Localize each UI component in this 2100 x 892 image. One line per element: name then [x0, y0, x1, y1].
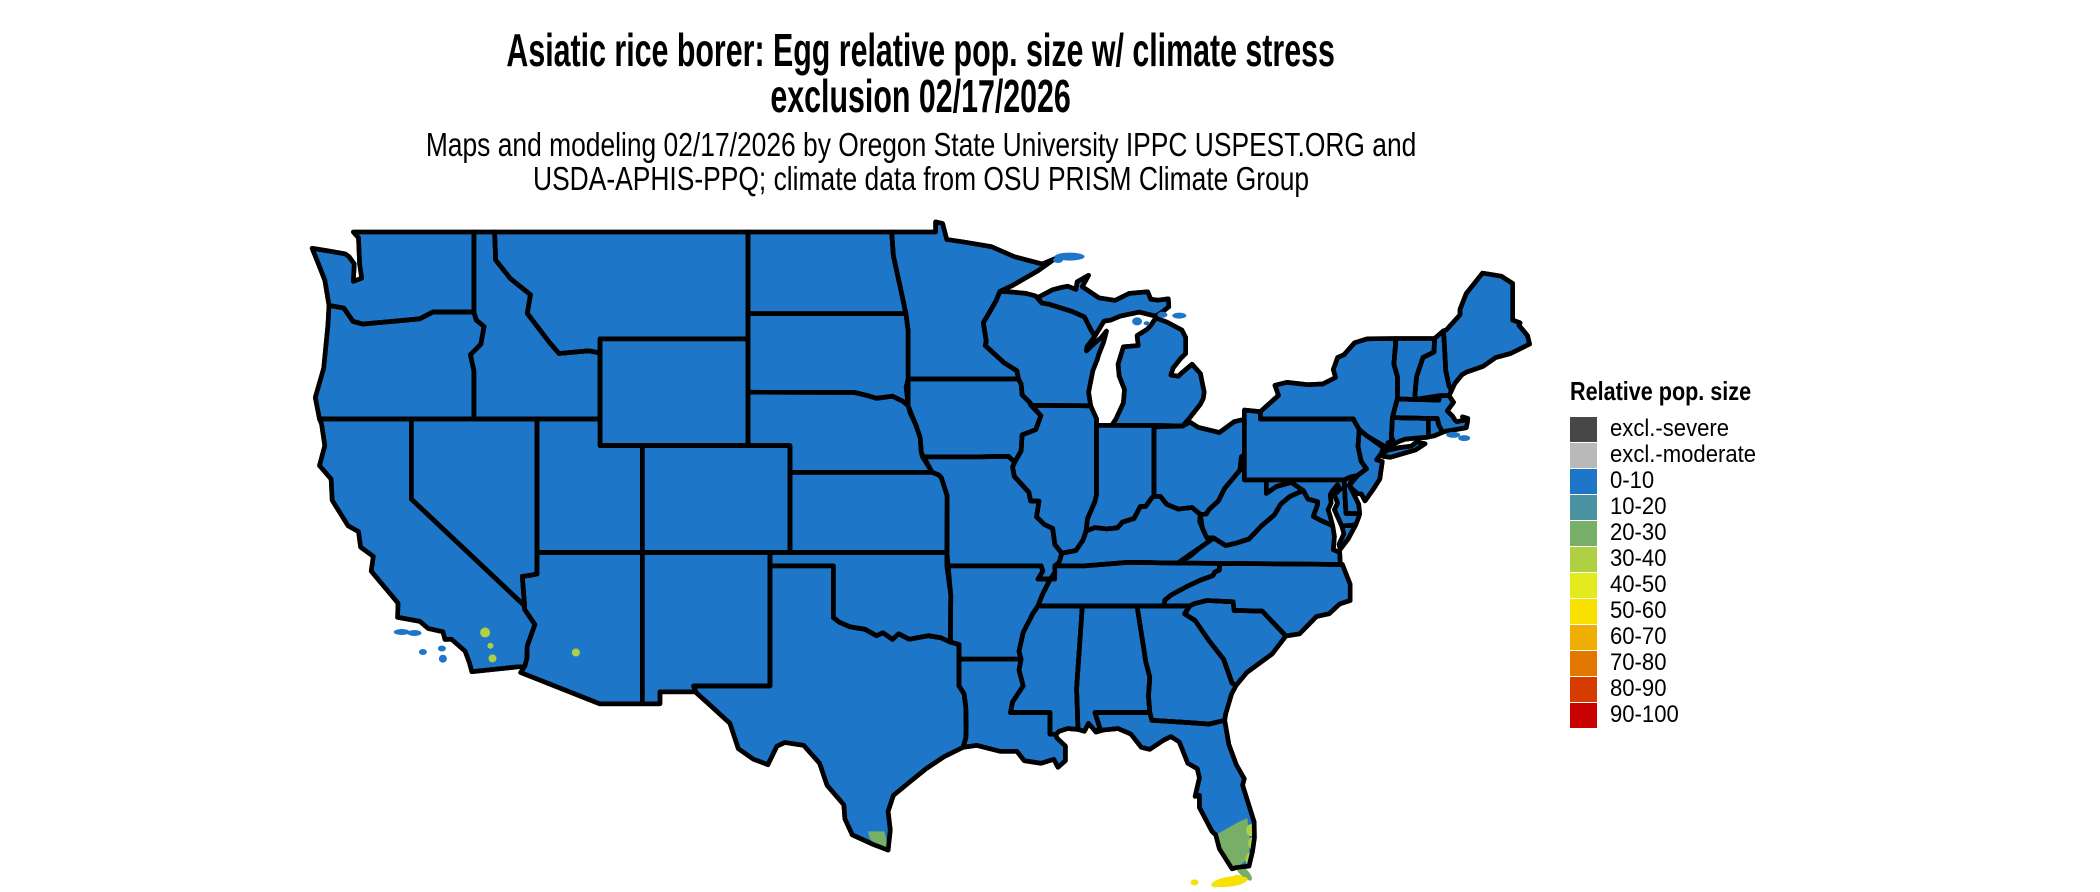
legend-item-label: excl.-severe: [1610, 415, 1730, 442]
island: [393, 629, 410, 635]
legend-swatch: [1570, 468, 1597, 494]
legend-item: excl.-moderate: [1570, 441, 1870, 468]
island: [1132, 317, 1143, 326]
island: [1172, 312, 1187, 319]
page-title-line1: Asiatic rice borer: Egg relative pop. si…: [506, 24, 1336, 76]
legend-swatch: [1570, 650, 1597, 676]
legend-item-label: 90-100: [1610, 701, 1679, 728]
legend-item-label: 40-50: [1610, 571, 1667, 598]
legend-item-label: 30-40: [1610, 545, 1667, 572]
state-ME: [1441, 270, 1532, 393]
island: [1053, 257, 1063, 263]
legend-item-label: 60-70: [1610, 623, 1667, 650]
legend-item: 10-20: [1570, 493, 1870, 520]
page-title-line2: exclusion 02/17/2026: [770, 70, 1072, 122]
state-MILP: [1109, 315, 1207, 430]
legend-swatch: [1570, 494, 1597, 520]
island: [1446, 431, 1461, 438]
legend-swatch: [1570, 572, 1597, 598]
legend-item-label: 80-90: [1610, 675, 1667, 702]
state-CO: [640, 443, 793, 555]
legend-item: 20-30: [1570, 519, 1870, 546]
legend-item-label: 0-10: [1610, 467, 1655, 494]
legend-item-label: 10-20: [1610, 493, 1667, 520]
region-south-texas-tip: [868, 831, 889, 850]
state-WY: [597, 336, 751, 448]
legend-swatch: [1570, 702, 1597, 728]
legend-swatch: [1570, 442, 1597, 468]
region-southern-california-valleys: [487, 642, 494, 649]
region-central-arizona: [571, 648, 580, 657]
island: [418, 649, 427, 655]
legend-item: 40-50: [1570, 571, 1870, 598]
island: [1458, 435, 1471, 442]
legend-swatch: [1570, 676, 1597, 702]
legend-swatch: [1570, 624, 1597, 650]
legend-item: 70-80: [1570, 649, 1870, 676]
region-florida-keys: [1190, 879, 1199, 886]
legend-item: excl.-severe: [1570, 415, 1870, 442]
legend-item: 50-60: [1570, 597, 1870, 624]
legend-item-label: 50-60: [1610, 597, 1667, 624]
legend-swatch: [1570, 416, 1597, 442]
attribution-line2: USDA-APHIS-PPQ; climate data from OSU PR…: [532, 160, 1310, 197]
region-florida-keys: [1232, 874, 1243, 883]
state-NM: [640, 550, 773, 707]
region-florida-keys-west-speck: [1211, 881, 1220, 888]
legend-item: 60-70: [1570, 623, 1870, 650]
legend: Relative pop. size excl.-severe excl.-mod…: [1570, 376, 1870, 728]
state-ND: [745, 229, 909, 316]
legend-swatch: [1570, 520, 1597, 546]
legend-swatch: [1570, 598, 1597, 624]
states-outline: [309, 219, 1532, 872]
legend-item: 80-90: [1570, 675, 1870, 702]
legend-entries: excl.-severe excl.-moderate 0-10 10-20 20-30…: [1570, 415, 1870, 728]
legend-item-label: 70-80: [1610, 649, 1667, 676]
region-southern-california-valleys: [488, 654, 497, 663]
island: [438, 654, 447, 663]
legend-swatch: [1570, 546, 1597, 572]
island: [407, 630, 422, 636]
state-KS: [787, 470, 950, 555]
legend-item-label: 20-30: [1610, 519, 1667, 546]
legend-item: 0-10: [1570, 467, 1870, 494]
legend-title: Relative pop. size: [1570, 376, 1752, 406]
island: [1157, 311, 1168, 318]
legend-item-label: excl.-moderate: [1610, 441, 1757, 468]
region-southern-california-valleys: [480, 627, 491, 638]
islands: [393, 252, 1471, 663]
legend-item: 30-40: [1570, 545, 1870, 572]
island: [437, 645, 446, 652]
legend-item: 90-100: [1570, 701, 1870, 728]
island: [1143, 321, 1150, 326]
attribution-line1: Maps and modeling 02/17/2026 by Oregon S…: [425, 126, 1417, 163]
